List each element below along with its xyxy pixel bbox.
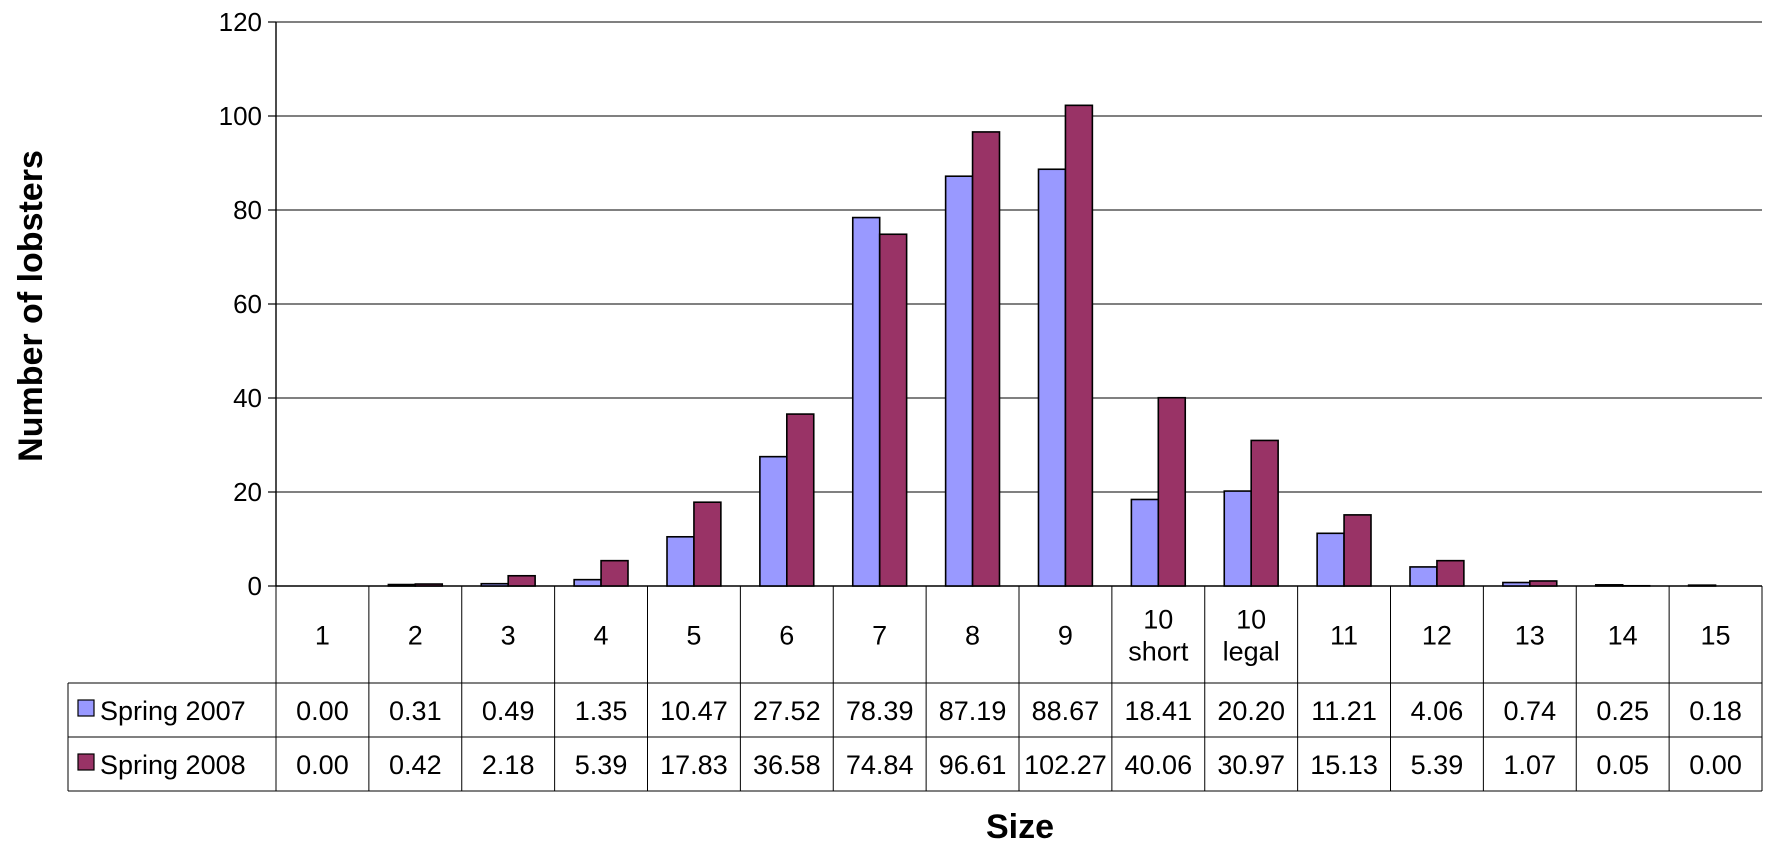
bar-spring-2008 — [507, 574, 536, 587]
data-cell: 102.27 — [1024, 750, 1107, 780]
legend-label: Spring 2007 — [100, 696, 246, 726]
category-label: 10 — [1143, 605, 1173, 635]
category-label: 1 — [315, 621, 330, 651]
bar-spring-2007 — [1130, 498, 1160, 587]
y-axis-title: Number of lobsters — [12, 150, 50, 462]
category-label: 14 — [1608, 621, 1638, 651]
data-cell: 17.83 — [660, 750, 728, 780]
data-cell: 1.07 — [1504, 750, 1557, 780]
data-cell: 96.61 — [939, 750, 1007, 780]
data-cell: 0.74 — [1504, 696, 1557, 726]
data-cell: 10.47 — [660, 696, 728, 726]
data-cell: 5.39 — [575, 750, 628, 780]
data-cell: 0.42 — [389, 750, 442, 780]
bar-spring-2007 — [666, 535, 695, 587]
bar-spring-2008 — [1436, 559, 1465, 587]
data-cell: 88.67 — [1032, 696, 1100, 726]
category-label: legal — [1223, 637, 1280, 667]
bar-spring-2007 — [573, 578, 602, 587]
data-cell: 15.13 — [1310, 750, 1378, 780]
data-cell: 40.06 — [1125, 750, 1193, 780]
data-cell: 1.35 — [575, 696, 628, 726]
category-label: 13 — [1515, 621, 1545, 651]
data-cell: 78.39 — [846, 696, 914, 726]
bar-spring-2007 — [944, 175, 974, 587]
data-cell: 4.06 — [1411, 696, 1464, 726]
y-tick-label: 40 — [233, 383, 262, 413]
category-label: short — [1128, 637, 1189, 667]
bar-spring-2008 — [414, 583, 444, 587]
category-label: 6 — [779, 621, 794, 651]
data-cell: 27.52 — [753, 696, 821, 726]
category-label: 15 — [1701, 621, 1731, 651]
bar-spring-2008 — [786, 413, 815, 587]
data-cell: 0.00 — [296, 750, 349, 780]
bar-spring-2007 — [1037, 168, 1067, 587]
bar-spring-2007 — [1687, 584, 1717, 587]
data-cell: 0.05 — [1596, 750, 1649, 780]
bar-spring-2008 — [693, 501, 722, 587]
data-cell: 18.41 — [1125, 696, 1193, 726]
legend-swatch-spring-2007 — [77, 699, 95, 717]
data-cell: 0.31 — [389, 696, 442, 726]
data-cell: 0.49 — [482, 696, 535, 726]
category-label: 10 — [1236, 605, 1266, 635]
category-label: 5 — [686, 621, 701, 651]
bar-spring-2007 — [1594, 584, 1624, 587]
bar-spring-2007 — [1223, 490, 1252, 587]
category-label: 12 — [1422, 621, 1452, 651]
y-tick-label: 120 — [219, 7, 262, 37]
data-cell: 30.97 — [1217, 750, 1285, 780]
y-tick-label: 0 — [248, 571, 262, 601]
bar-spring-2007 — [759, 455, 788, 587]
y-tick-label: 60 — [233, 289, 262, 319]
category-label: 2 — [408, 621, 423, 651]
bar-spring-2007 — [387, 583, 417, 587]
data-cell: 5.39 — [1411, 750, 1464, 780]
bar-spring-2007 — [1409, 566, 1438, 587]
y-axis-ticks: 0 20 40 60 80 100 120 — [219, 7, 276, 601]
bar-spring-2007 — [480, 582, 509, 587]
category-label: 7 — [872, 621, 887, 651]
bar-spring-2008 — [1343, 514, 1372, 587]
data-cell: 0.00 — [1689, 750, 1742, 780]
data-cell: 11.21 — [1311, 696, 1377, 726]
data-cell: 36.58 — [753, 750, 821, 780]
bar-spring-2008 — [600, 559, 629, 587]
gridlines — [275, 21, 1762, 587]
legend-swatch-spring-2008 — [77, 753, 95, 771]
data-cell: 74.84 — [846, 750, 914, 780]
bar-spring-2008 — [878, 233, 908, 587]
data-cell: 87.19 — [939, 696, 1007, 726]
data-cell: 0.18 — [1689, 696, 1742, 726]
category-label: 4 — [594, 621, 609, 651]
bar-spring-2007 — [851, 216, 881, 587]
legend-label: Spring 2008 — [100, 750, 246, 780]
data-cell: 0.00 — [296, 696, 349, 726]
x-axis-title: Size — [986, 808, 1054, 846]
bar-spring-2008 — [1529, 580, 1558, 587]
bar-spring-2008 — [1250, 439, 1279, 587]
bar-spring-2007 — [1502, 581, 1531, 587]
bar-spring-2008 — [1157, 396, 1187, 587]
y-tick-label: 100 — [219, 101, 262, 131]
category-label: 11 — [1330, 621, 1358, 651]
category-label: 9 — [1058, 621, 1073, 651]
y-tick-label: 80 — [233, 195, 262, 225]
bar-spring-2008 — [1064, 104, 1094, 587]
bars — [387, 104, 1717, 587]
category-label: 8 — [965, 621, 980, 651]
bar-spring-2008 — [971, 131, 1001, 587]
category-label: 3 — [501, 621, 516, 651]
bar-spring-2007 — [1316, 532, 1345, 587]
data-cell: 2.18 — [482, 750, 535, 780]
data-cell: 20.20 — [1217, 696, 1285, 726]
data-cell: 0.25 — [1596, 696, 1649, 726]
y-tick-label: 20 — [233, 477, 262, 507]
